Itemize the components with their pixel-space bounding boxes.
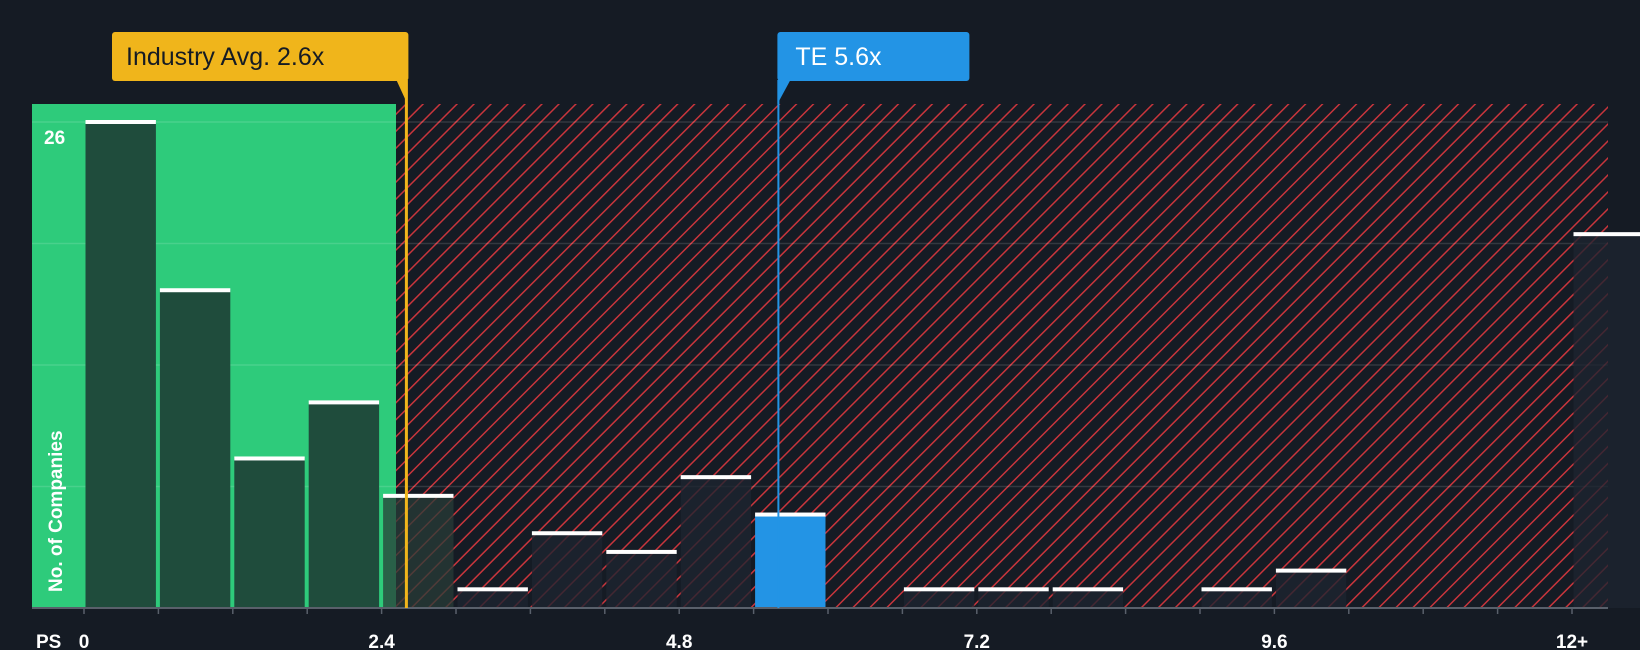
histogram-bar (755, 514, 826, 608)
industry-average-box (112, 32, 409, 81)
histogram-bars (85, 120, 1640, 608)
y-max-label: 26 (44, 128, 65, 149)
histogram-bar (903, 589, 975, 608)
x-tick-label: 9.6 (1261, 632, 1287, 650)
industry-average-callout: Industry Avg. 2.6x (112, 32, 409, 104)
bar-cap (383, 493, 454, 498)
histogram-bar (1201, 589, 1272, 608)
histogram-bar (1573, 234, 1640, 608)
histogram-bar (383, 495, 454, 608)
histogram-bar (85, 122, 156, 608)
company-ps-box (777, 32, 970, 81)
bar-cap (308, 400, 380, 405)
x-tick-label: 7.2 (964, 632, 990, 650)
bar-cap (680, 475, 752, 480)
bar-cap (1201, 587, 1272, 592)
histogram-bar (680, 477, 752, 608)
x-tick-label: 2.4 (368, 632, 395, 650)
x-tick-label: 4.8 (666, 632, 692, 650)
company-ps-pointer (777, 80, 791, 104)
histogram-bar (457, 589, 528, 608)
histogram-bar (234, 458, 305, 608)
histogram-bar (531, 533, 603, 608)
bar-cap (85, 120, 156, 124)
y-axis-label: No. of Companies (46, 430, 67, 592)
bar-cap (457, 587, 528, 592)
histogram-bar (978, 589, 1049, 608)
x-axis-label: PS (36, 632, 61, 650)
histogram-bar (1275, 570, 1347, 608)
histogram-bar (606, 551, 677, 608)
histogram-bar (308, 402, 380, 608)
x-tick-label: 0 (79, 632, 90, 650)
bar-cap (234, 456, 305, 461)
industry-average-pointer (396, 80, 408, 104)
histogram-bar (1052, 589, 1124, 608)
bar-cap (606, 549, 677, 554)
bar-cap (1573, 232, 1640, 237)
bar-cap (531, 531, 603, 536)
x-axis-ticks: 0 2.4 4.8 7.2 9.6 12+ (79, 608, 1588, 650)
bar-cap (159, 288, 231, 293)
bar-cap (978, 587, 1049, 592)
company-ps-label: TE 5.6x (795, 43, 882, 71)
bar-cap (903, 587, 975, 592)
industry-average-label: Industry Avg. 2.6x (126, 43, 325, 71)
bar-cap (755, 512, 826, 517)
x-tick-label: 12+ (1556, 632, 1588, 650)
histogram-bar (159, 290, 231, 608)
bar-cap (1052, 587, 1124, 592)
bar-cap (1275, 568, 1347, 573)
company-callout: TE 5.6x (777, 32, 970, 104)
